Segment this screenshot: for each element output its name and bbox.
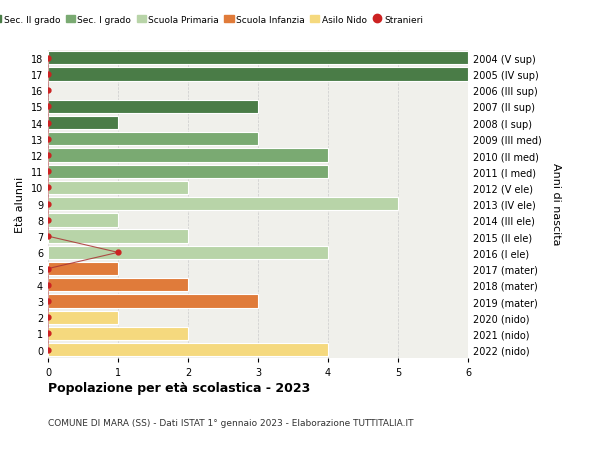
Legend: Sec. II grado, Sec. I grado, Scuola Primaria, Scuola Infanzia, Asilo Nido, Stran: Sec. II grado, Sec. I grado, Scuola Prim… — [0, 12, 427, 28]
Text: Popolazione per età scolastica - 2023: Popolazione per età scolastica - 2023 — [48, 381, 310, 394]
Bar — [48, 133, 258, 146]
Bar — [48, 117, 118, 130]
Y-axis label: Età alunni: Età alunni — [15, 176, 25, 232]
Y-axis label: Anni di nascita: Anni di nascita — [551, 163, 561, 246]
Text: COMUNE DI MARA (SS) - Dati ISTAT 1° gennaio 2023 - Elaborazione TUTTITALIA.IT: COMUNE DI MARA (SS) - Dati ISTAT 1° genn… — [48, 418, 413, 427]
Bar — [48, 165, 328, 179]
Bar — [48, 263, 118, 276]
Bar — [48, 279, 188, 292]
Bar — [48, 246, 328, 259]
Bar — [48, 214, 118, 227]
Bar — [48, 327, 188, 341]
Bar — [48, 311, 118, 324]
Bar — [48, 230, 188, 243]
Bar — [48, 52, 468, 65]
Bar — [48, 295, 258, 308]
Bar — [48, 68, 468, 81]
Bar — [48, 198, 398, 211]
Bar — [48, 101, 258, 114]
Bar — [48, 149, 328, 162]
Bar — [48, 181, 188, 195]
Bar — [48, 343, 328, 357]
